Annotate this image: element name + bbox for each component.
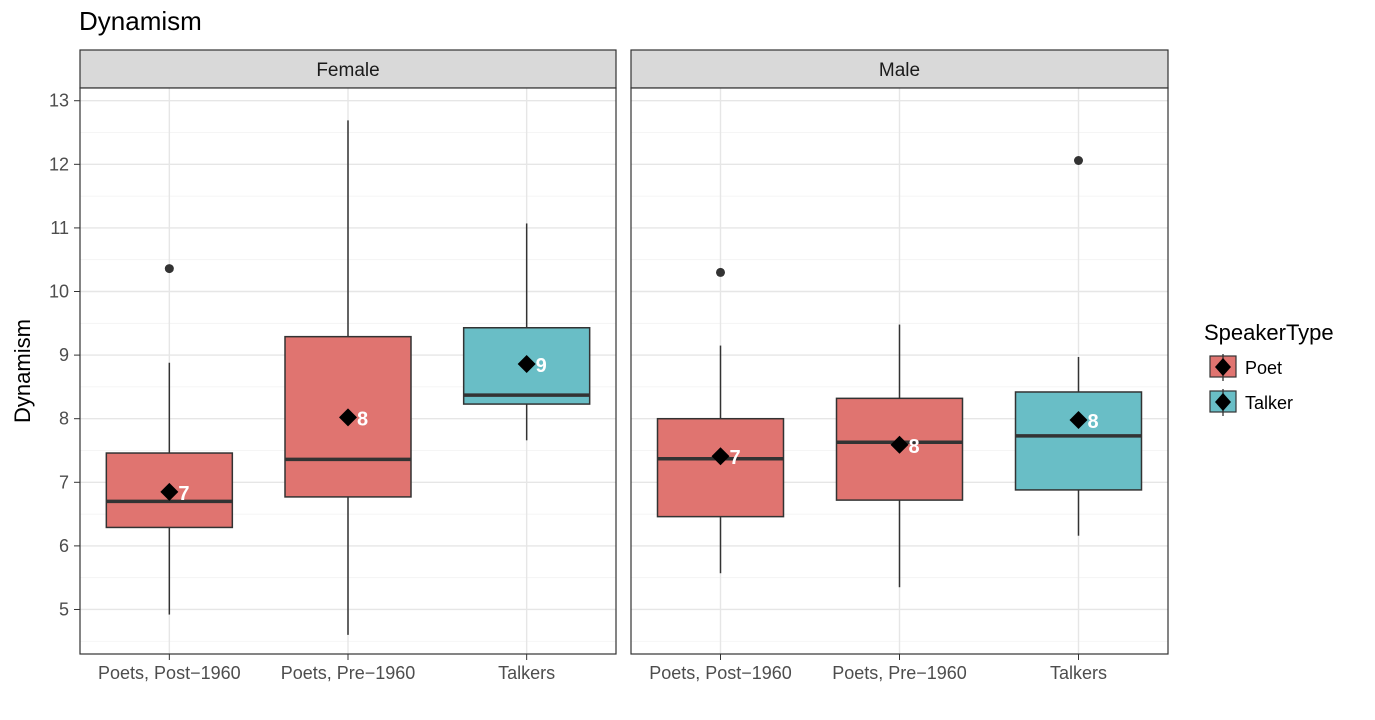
mean-label: 7	[730, 447, 741, 469]
facet-panel-male: Male 7 Poets, Post−1960 8 Poets, Pre−1960 8 Ta…	[630, 49, 1169, 683]
box-iqr	[1014, 391, 1143, 491]
chart-title: Dynamism	[79, 6, 202, 36]
y-tick-label: 5	[59, 599, 69, 619]
box-2: 8 Poets, Pre−1960	[832, 324, 967, 683]
y-tick-label: 11	[50, 218, 69, 238]
mean-label: 8	[357, 408, 368, 430]
panel-border	[79, 87, 617, 655]
box-1: 7 Poets, Post−1960	[98, 264, 241, 683]
mean-label: 7	[178, 483, 189, 505]
mean-label: 9	[536, 355, 547, 377]
mean-marker	[339, 408, 357, 427]
facet-strip	[79, 49, 617, 89]
y-tick-label: 8	[59, 409, 69, 429]
y-tick-label: 13	[49, 91, 69, 111]
mean-marker	[890, 435, 909, 454]
mean-marker	[517, 355, 536, 374]
y-tick-label: 9	[59, 345, 69, 365]
x-tick-label: Talkers	[498, 663, 555, 683]
mean-marker	[160, 482, 179, 501]
x-tick-label: Poets, Pre−1960	[281, 663, 416, 683]
x-tick-label: Poets, Post−1960	[649, 663, 792, 683]
legend-key-diamond	[1215, 393, 1231, 411]
y-axis-title: Dynamism	[10, 319, 35, 423]
y-tick-label: 7	[59, 472, 69, 492]
box-1: 7 Poets, Post−1960	[649, 267, 792, 683]
y-tick-label: 6	[59, 536, 69, 556]
mean-label: 8	[1088, 411, 1099, 433]
legend: SpeakerType Poet Talker	[1204, 320, 1334, 416]
facet-panels: Female 7 Poets, Post−1960 8 Poets, Pre−1960 9…	[79, 49, 1169, 683]
panel-border	[630, 87, 1169, 655]
outlier-point	[716, 267, 725, 277]
legend-label: Poet	[1245, 358, 1282, 378]
box-2: 8 Poets, Pre−1960	[281, 120, 416, 683]
facet-strip-label: Female	[316, 60, 379, 81]
legend-label: Talker	[1245, 393, 1293, 413]
box-3: 8 Talkers	[1014, 155, 1143, 683]
box-iqr	[656, 417, 785, 518]
y-tick-label: 10	[49, 282, 69, 302]
legend-item-poet: Poet	[1209, 354, 1282, 381]
y-axis: 5 6 7 8 9 10 11 12 13	[49, 91, 80, 619]
x-tick-label: Poets, Pre−1960	[832, 663, 967, 683]
outlier-point	[1074, 155, 1083, 165]
y-tick-label: 12	[49, 154, 69, 174]
x-tick-label: Talkers	[1050, 663, 1107, 683]
mean-marker	[711, 447, 730, 466]
mean-marker	[1069, 410, 1088, 429]
facet-panel-female: Female 7 Poets, Post−1960 8 Poets, Pre−1960 9…	[79, 49, 617, 683]
legend-title: SpeakerType	[1204, 320, 1334, 345]
x-tick-label: Poets, Post−1960	[98, 663, 241, 683]
mean-label: 8	[909, 436, 920, 458]
facet-strip-label: Male	[879, 60, 920, 81]
outlier-point	[164, 264, 174, 274]
legend-item-talker: Talker	[1209, 389, 1293, 416]
box-3: 9 Talkers	[462, 223, 591, 683]
facet-strip	[630, 49, 1169, 89]
legend-key-diamond	[1215, 358, 1231, 376]
